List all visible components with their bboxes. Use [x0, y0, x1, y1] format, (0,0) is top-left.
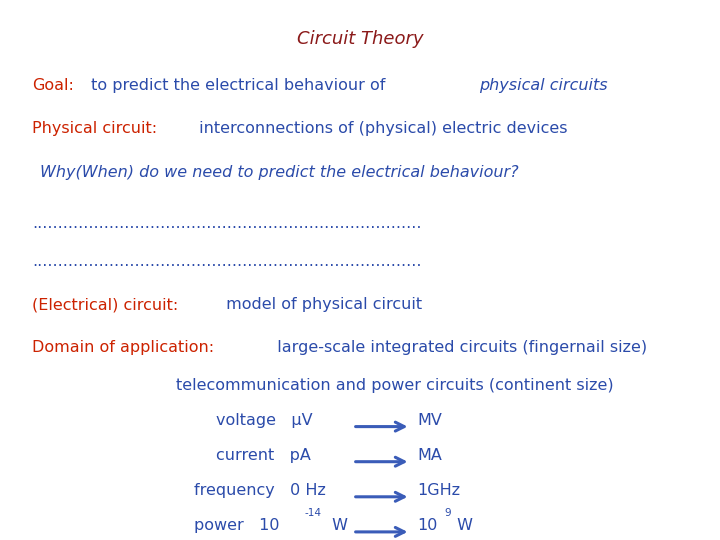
Text: Why(When) do we need to predict the electrical behaviour?: Why(When) do we need to predict the elec…	[40, 165, 518, 180]
Text: current   pA: current pA	[216, 448, 311, 463]
Text: 1GHz: 1GHz	[418, 483, 461, 498]
Text: ............................................................................: ........................................…	[32, 254, 422, 269]
Text: Goal:: Goal:	[32, 78, 74, 93]
Text: interconnections of (physical) electric devices: interconnections of (physical) electric …	[194, 122, 567, 137]
Text: large-scale integrated circuits (fingernail size): large-scale integrated circuits (fingern…	[267, 340, 647, 355]
Text: Circuit Theory: Circuit Theory	[297, 30, 423, 48]
Text: frequency   0 Hz: frequency 0 Hz	[194, 483, 326, 498]
Text: Domain of application:: Domain of application:	[32, 340, 215, 355]
Text: W: W	[452, 518, 474, 534]
Text: W: W	[327, 518, 348, 534]
Text: power   10: power 10	[194, 518, 280, 534]
Text: telecommunication and power circuits (continent size): telecommunication and power circuits (co…	[176, 378, 614, 393]
Text: voltage   μV: voltage μV	[216, 413, 312, 428]
Text: model of physical circuit: model of physical circuit	[221, 297, 422, 312]
Text: Physical circuit:: Physical circuit:	[32, 122, 158, 137]
Text: ............................................................................: ........................................…	[32, 216, 422, 231]
Text: 10: 10	[418, 518, 438, 534]
Text: -14: -14	[305, 508, 322, 518]
Text: MA: MA	[418, 448, 443, 463]
Text: (Electrical) circuit:: (Electrical) circuit:	[32, 297, 179, 312]
Text: 9: 9	[444, 508, 451, 518]
Text: MV: MV	[418, 413, 443, 428]
Text: physical circuits: physical circuits	[480, 78, 608, 93]
Text: to predict the electrical behaviour of: to predict the electrical behaviour of	[86, 78, 391, 93]
